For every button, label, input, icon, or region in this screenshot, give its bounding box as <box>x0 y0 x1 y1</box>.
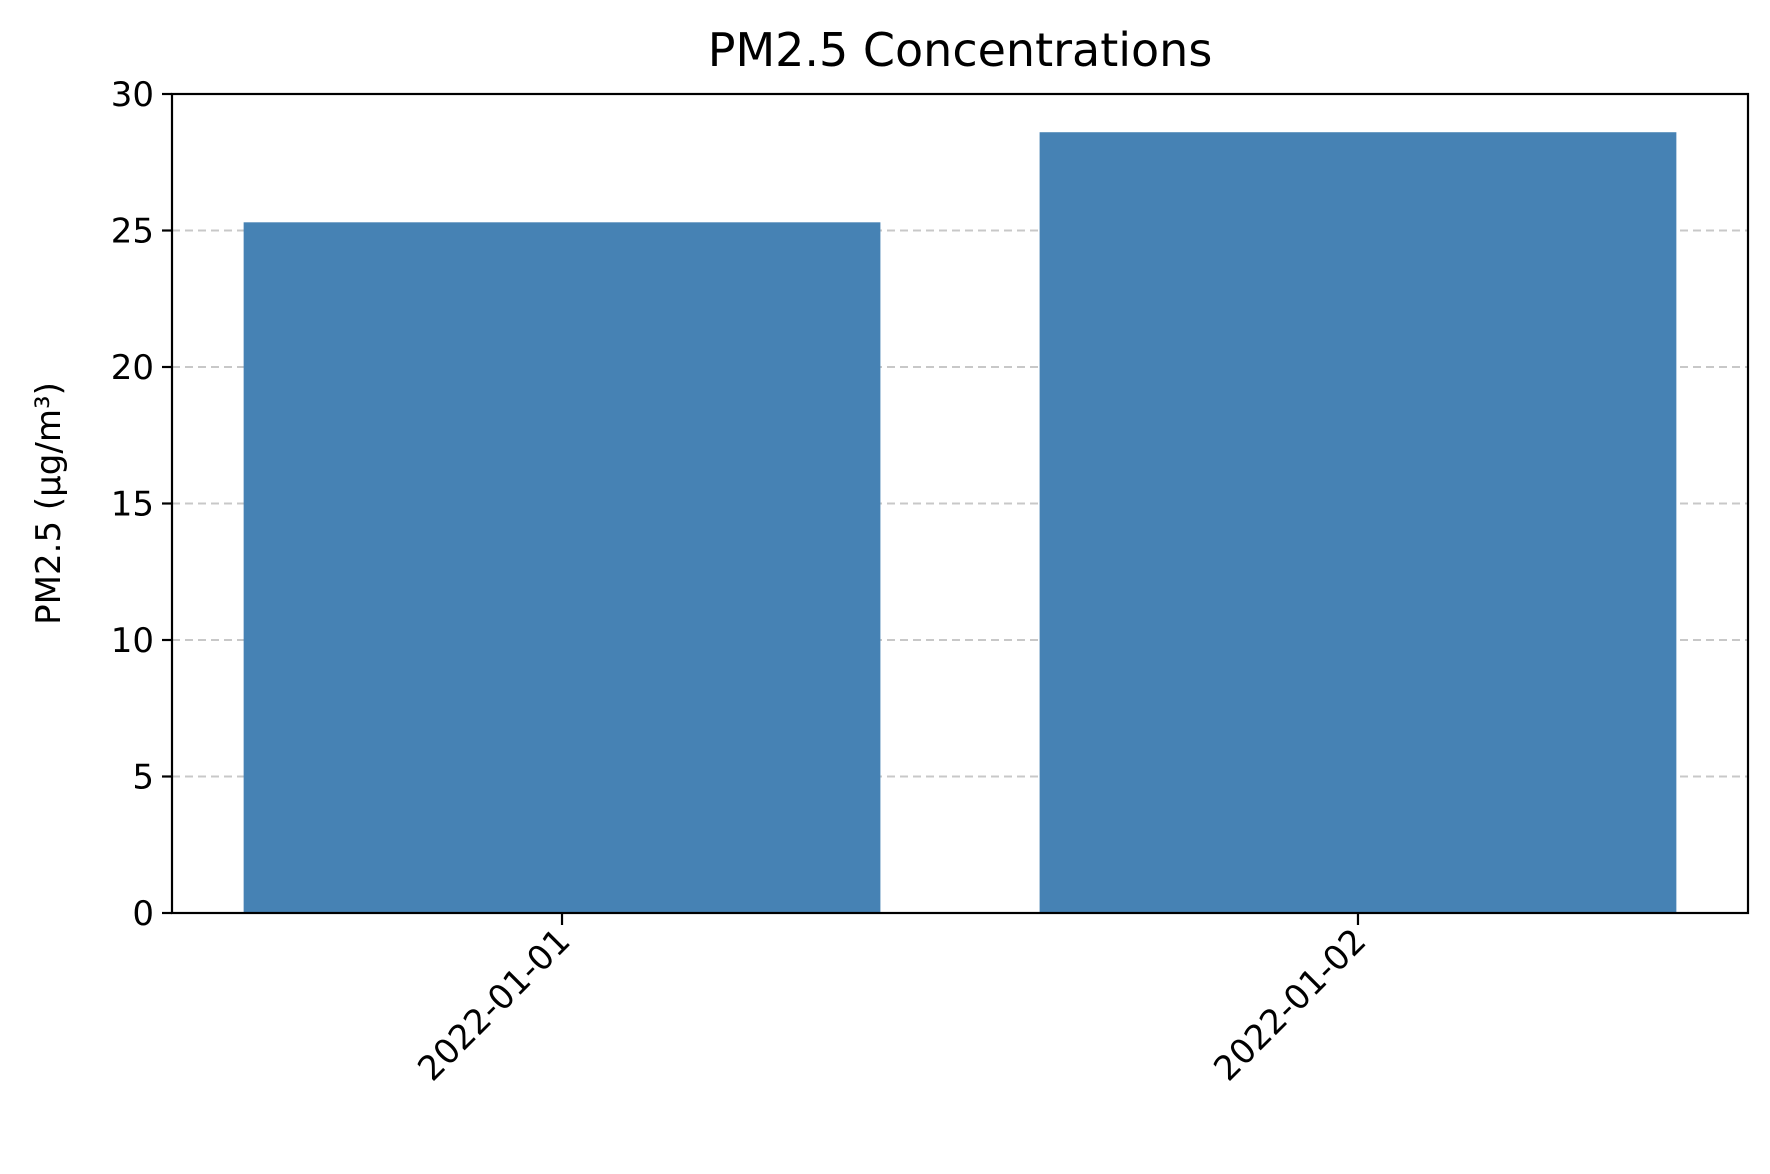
y-tick-label: 5 <box>132 758 154 798</box>
y-tick-label: 25 <box>111 212 154 252</box>
y-tick-label: 15 <box>111 485 154 525</box>
y-axis-ticks: 0 5 10 15 20 25 30 <box>111 75 172 934</box>
y-tick-label: 0 <box>132 894 154 934</box>
x-axis-ticks: 2022-01-01 2022-01-02 <box>410 913 1374 1089</box>
bar-2022-01-01 <box>243 222 881 913</box>
x-tick-label: 2022-01-01 <box>410 921 578 1089</box>
bar-2022-01-02 <box>1039 132 1677 914</box>
bars <box>243 132 1677 914</box>
y-tick-label: 30 <box>111 75 154 115</box>
y-tick-label: 10 <box>111 621 154 661</box>
x-tick-label: 2022-01-02 <box>1206 921 1374 1089</box>
y-axis-label: PM2.5 (µg/m³) <box>29 382 69 625</box>
chart-title: PM2.5 Concentrations <box>708 23 1213 77</box>
y-tick-label: 20 <box>111 348 154 388</box>
